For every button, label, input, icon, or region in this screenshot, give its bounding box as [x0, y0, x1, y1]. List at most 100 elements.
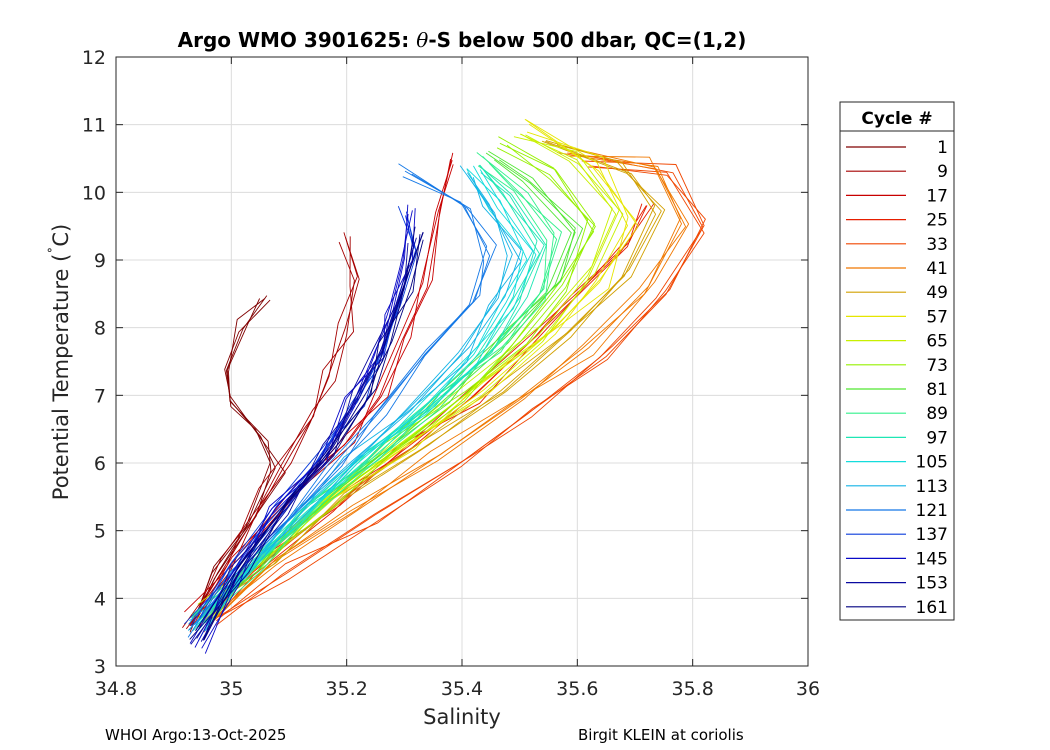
series-1 [189, 295, 286, 633]
series-89-line [190, 165, 548, 618]
series-137-line [199, 206, 417, 619]
legend-entry-65: 65 [846, 332, 948, 352]
series-33-line [216, 160, 705, 622]
series-81-line [201, 159, 572, 612]
series-161-line [203, 226, 416, 641]
legend-entry-121: 121 [846, 501, 948, 521]
y-tick-label: 9 [94, 250, 106, 272]
y-label-part-1: Potential Temperature ( [49, 254, 73, 501]
series-33 [214, 155, 706, 626]
y-tick-label: 10 [82, 182, 106, 204]
y-tick-label: 3 [94, 656, 106, 678]
legend-entry-89: 89 [846, 404, 948, 424]
series-49-line [206, 140, 657, 610]
series-137-line [183, 215, 418, 625]
x-axis-label: Salinity [423, 705, 501, 729]
series-113 [187, 165, 522, 632]
series-9-line [182, 236, 354, 629]
legend-label: 89 [926, 404, 948, 424]
y-tick-label: 8 [94, 318, 106, 340]
legend-entry-153: 153 [846, 574, 948, 594]
series-153-line [196, 237, 417, 639]
x-tick-label: 35 [219, 678, 243, 700]
x-tick-label: 34.8 [95, 678, 137, 700]
legend-label: 73 [926, 356, 948, 376]
series-161-line [195, 232, 424, 631]
title-part-2: -S below 500 dbar, QC=(1,2) [428, 28, 746, 52]
legend-entry-57: 57 [846, 307, 948, 327]
series-49 [203, 140, 666, 612]
series-153 [190, 232, 424, 645]
series-105-line [197, 169, 537, 631]
legend-label: 153 [916, 574, 948, 594]
footer-right-text: Birgit KLEIN at coriolis [578, 726, 744, 744]
legend-label: 121 [916, 501, 948, 521]
legend-entry-81: 81 [846, 380, 948, 400]
series-113-line [194, 172, 513, 626]
legend-label: 137 [916, 525, 948, 545]
series-161 [189, 226, 424, 641]
legend-entry-73: 73 [846, 356, 948, 376]
legend-label: 105 [916, 453, 948, 473]
legend-label: 97 [926, 428, 948, 448]
axis-ticks: 34.8 35 35.2 35.4 35.6 35.8 36 3 4 5 6 7 8 9 10 11 12 [82, 47, 820, 700]
legend-entry-49: 49 [846, 283, 948, 303]
legend-entry-161: 161 [846, 598, 948, 618]
legend-entry-1: 1 [846, 138, 948, 158]
legend-entry-105: 105 [846, 453, 948, 473]
x-tick-label: 35.8 [672, 678, 714, 700]
series-41-line [214, 155, 682, 621]
legend-entry-33: 33 [846, 235, 948, 255]
legend-entry-9: 9 [846, 162, 948, 182]
series-73-line [201, 147, 589, 611]
y-label-degree: ˚ [47, 247, 64, 254]
legend-entry-137: 137 [846, 525, 948, 545]
legend-entries: 1 9 17 25 33 41 49 57 65 73 81 89 97 105 113 121 137 145 1… [846, 138, 948, 618]
series-17-line [193, 160, 453, 625]
legend-entry-41: 41 [846, 259, 948, 279]
series-41 [205, 148, 690, 623]
footer-left-text: WHOI Argo:13-Oct-2025 [105, 726, 287, 744]
x-tick-label: 35.6 [556, 678, 598, 700]
series-97 [191, 164, 547, 632]
series-161-line [203, 239, 424, 641]
legend-label: 49 [926, 283, 948, 303]
series-33-line [219, 166, 705, 618]
legend-label: 9 [937, 162, 948, 182]
series-161-line [189, 234, 421, 640]
series-153-line [200, 232, 424, 642]
x-tick-label: 35.2 [326, 678, 368, 700]
series-97-line [192, 164, 540, 632]
legend-label: 65 [926, 332, 948, 352]
series-57-line [207, 123, 637, 613]
legend-label: 25 [926, 211, 948, 231]
series-41-line [211, 148, 690, 623]
legend-entry-97: 97 [846, 428, 948, 448]
legend-label: 1 [937, 138, 948, 158]
series-49-line [213, 144, 662, 605]
series-1-line [189, 299, 286, 633]
series-145-line [194, 204, 409, 648]
series-9-line [193, 241, 355, 620]
legend-label: 57 [926, 307, 948, 327]
legend-entry-145: 145 [846, 549, 948, 569]
legend-label: 113 [916, 477, 948, 497]
series-113-line [189, 175, 522, 622]
legend-label: 41 [926, 259, 948, 279]
y-tick-label: 11 [82, 115, 106, 137]
legend-entry-17: 17 [846, 186, 948, 206]
series-105-line [194, 165, 534, 628]
series-73-line [197, 136, 595, 619]
chart-title: Argo WMO 3901625: θ-S below 500 dbar, QC… [178, 28, 747, 52]
series-25-line [203, 203, 643, 633]
series-17-line [184, 152, 454, 613]
legend-title: Cycle # [861, 109, 932, 129]
series-41-line [209, 152, 687, 621]
series-113-line [187, 165, 508, 631]
y-tick-label: 7 [94, 385, 106, 407]
series-121-line [187, 163, 497, 638]
series-65-line [208, 134, 624, 612]
series-1-line [190, 295, 276, 626]
legend: Cycle # 1 9 17 25 33 41 49 57 65 73 81 89 97 105 113 12… [839, 101, 955, 621]
